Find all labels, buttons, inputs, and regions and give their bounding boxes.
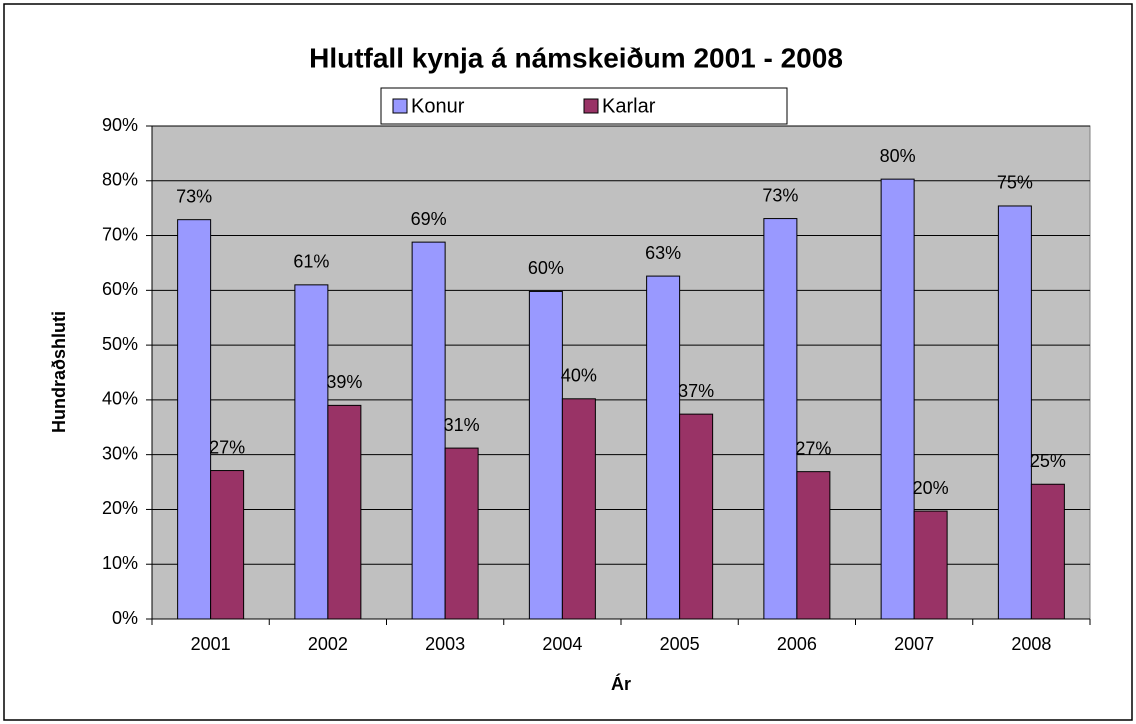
bar <box>294 284 329 620</box>
legend-label: Karlar <box>602 95 656 117</box>
data-label: 69% <box>411 209 447 229</box>
x-tick-label: 2003 <box>425 634 465 654</box>
bar <box>528 290 563 620</box>
bar <box>913 510 948 620</box>
x-tick-label: 2002 <box>308 634 348 654</box>
plot-area <box>151 125 1091 620</box>
data-label: 73% <box>762 185 798 205</box>
data-label: 27% <box>209 437 245 457</box>
data-label: 31% <box>444 415 480 435</box>
bar <box>646 275 681 620</box>
data-label: 73% <box>176 186 212 206</box>
data-label: 20% <box>913 478 949 498</box>
data-label: 60% <box>528 258 564 278</box>
legend-swatch <box>583 98 599 114</box>
data-label: 37% <box>678 381 714 401</box>
data-label: 61% <box>293 252 329 272</box>
bar <box>411 241 446 620</box>
data-label: 63% <box>645 243 681 263</box>
y-tick-label: 10% <box>102 553 138 573</box>
y-tick-label: 20% <box>102 498 138 518</box>
bar <box>177 219 212 620</box>
data-label: 27% <box>795 438 831 458</box>
x-tick-label: 2008 <box>1011 634 1051 654</box>
bar <box>561 398 596 620</box>
bar <box>997 205 1032 620</box>
bar <box>796 471 831 620</box>
y-tick-label: 60% <box>102 279 138 299</box>
bar <box>1030 483 1065 620</box>
legend-swatch <box>392 98 408 114</box>
data-label: 40% <box>561 366 597 386</box>
y-axis-label: Hundraðshluti <box>49 311 69 433</box>
x-tick-label: 2004 <box>542 634 582 654</box>
chart-title: Hlutfall kynja á námskeiðum 2001 - 2008 <box>309 42 843 73</box>
x-tick-label: 2001 <box>191 634 231 654</box>
y-tick-label: 50% <box>102 334 138 354</box>
y-tick-label: 90% <box>102 115 138 135</box>
bar <box>679 413 714 620</box>
x-axis-label: Ár <box>611 673 631 694</box>
legend-label: Konur <box>411 95 465 117</box>
bar <box>327 404 362 620</box>
x-tick-label: 2005 <box>660 634 700 654</box>
bar <box>763 218 798 620</box>
bar <box>210 470 245 620</box>
y-tick-label: 70% <box>102 224 138 244</box>
x-tick-label: 2006 <box>777 634 817 654</box>
x-tick-label: 2007 <box>894 634 934 654</box>
bar <box>444 447 479 620</box>
y-tick-label: 40% <box>102 389 138 409</box>
data-label: 25% <box>1030 451 1066 471</box>
data-label: 80% <box>880 146 916 166</box>
bar <box>880 178 915 620</box>
y-tick-label: 0% <box>112 608 138 628</box>
data-label: 75% <box>997 173 1033 193</box>
y-tick-label: 30% <box>102 443 138 463</box>
data-label: 39% <box>326 372 362 392</box>
y-tick-label: 80% <box>102 170 138 190</box>
